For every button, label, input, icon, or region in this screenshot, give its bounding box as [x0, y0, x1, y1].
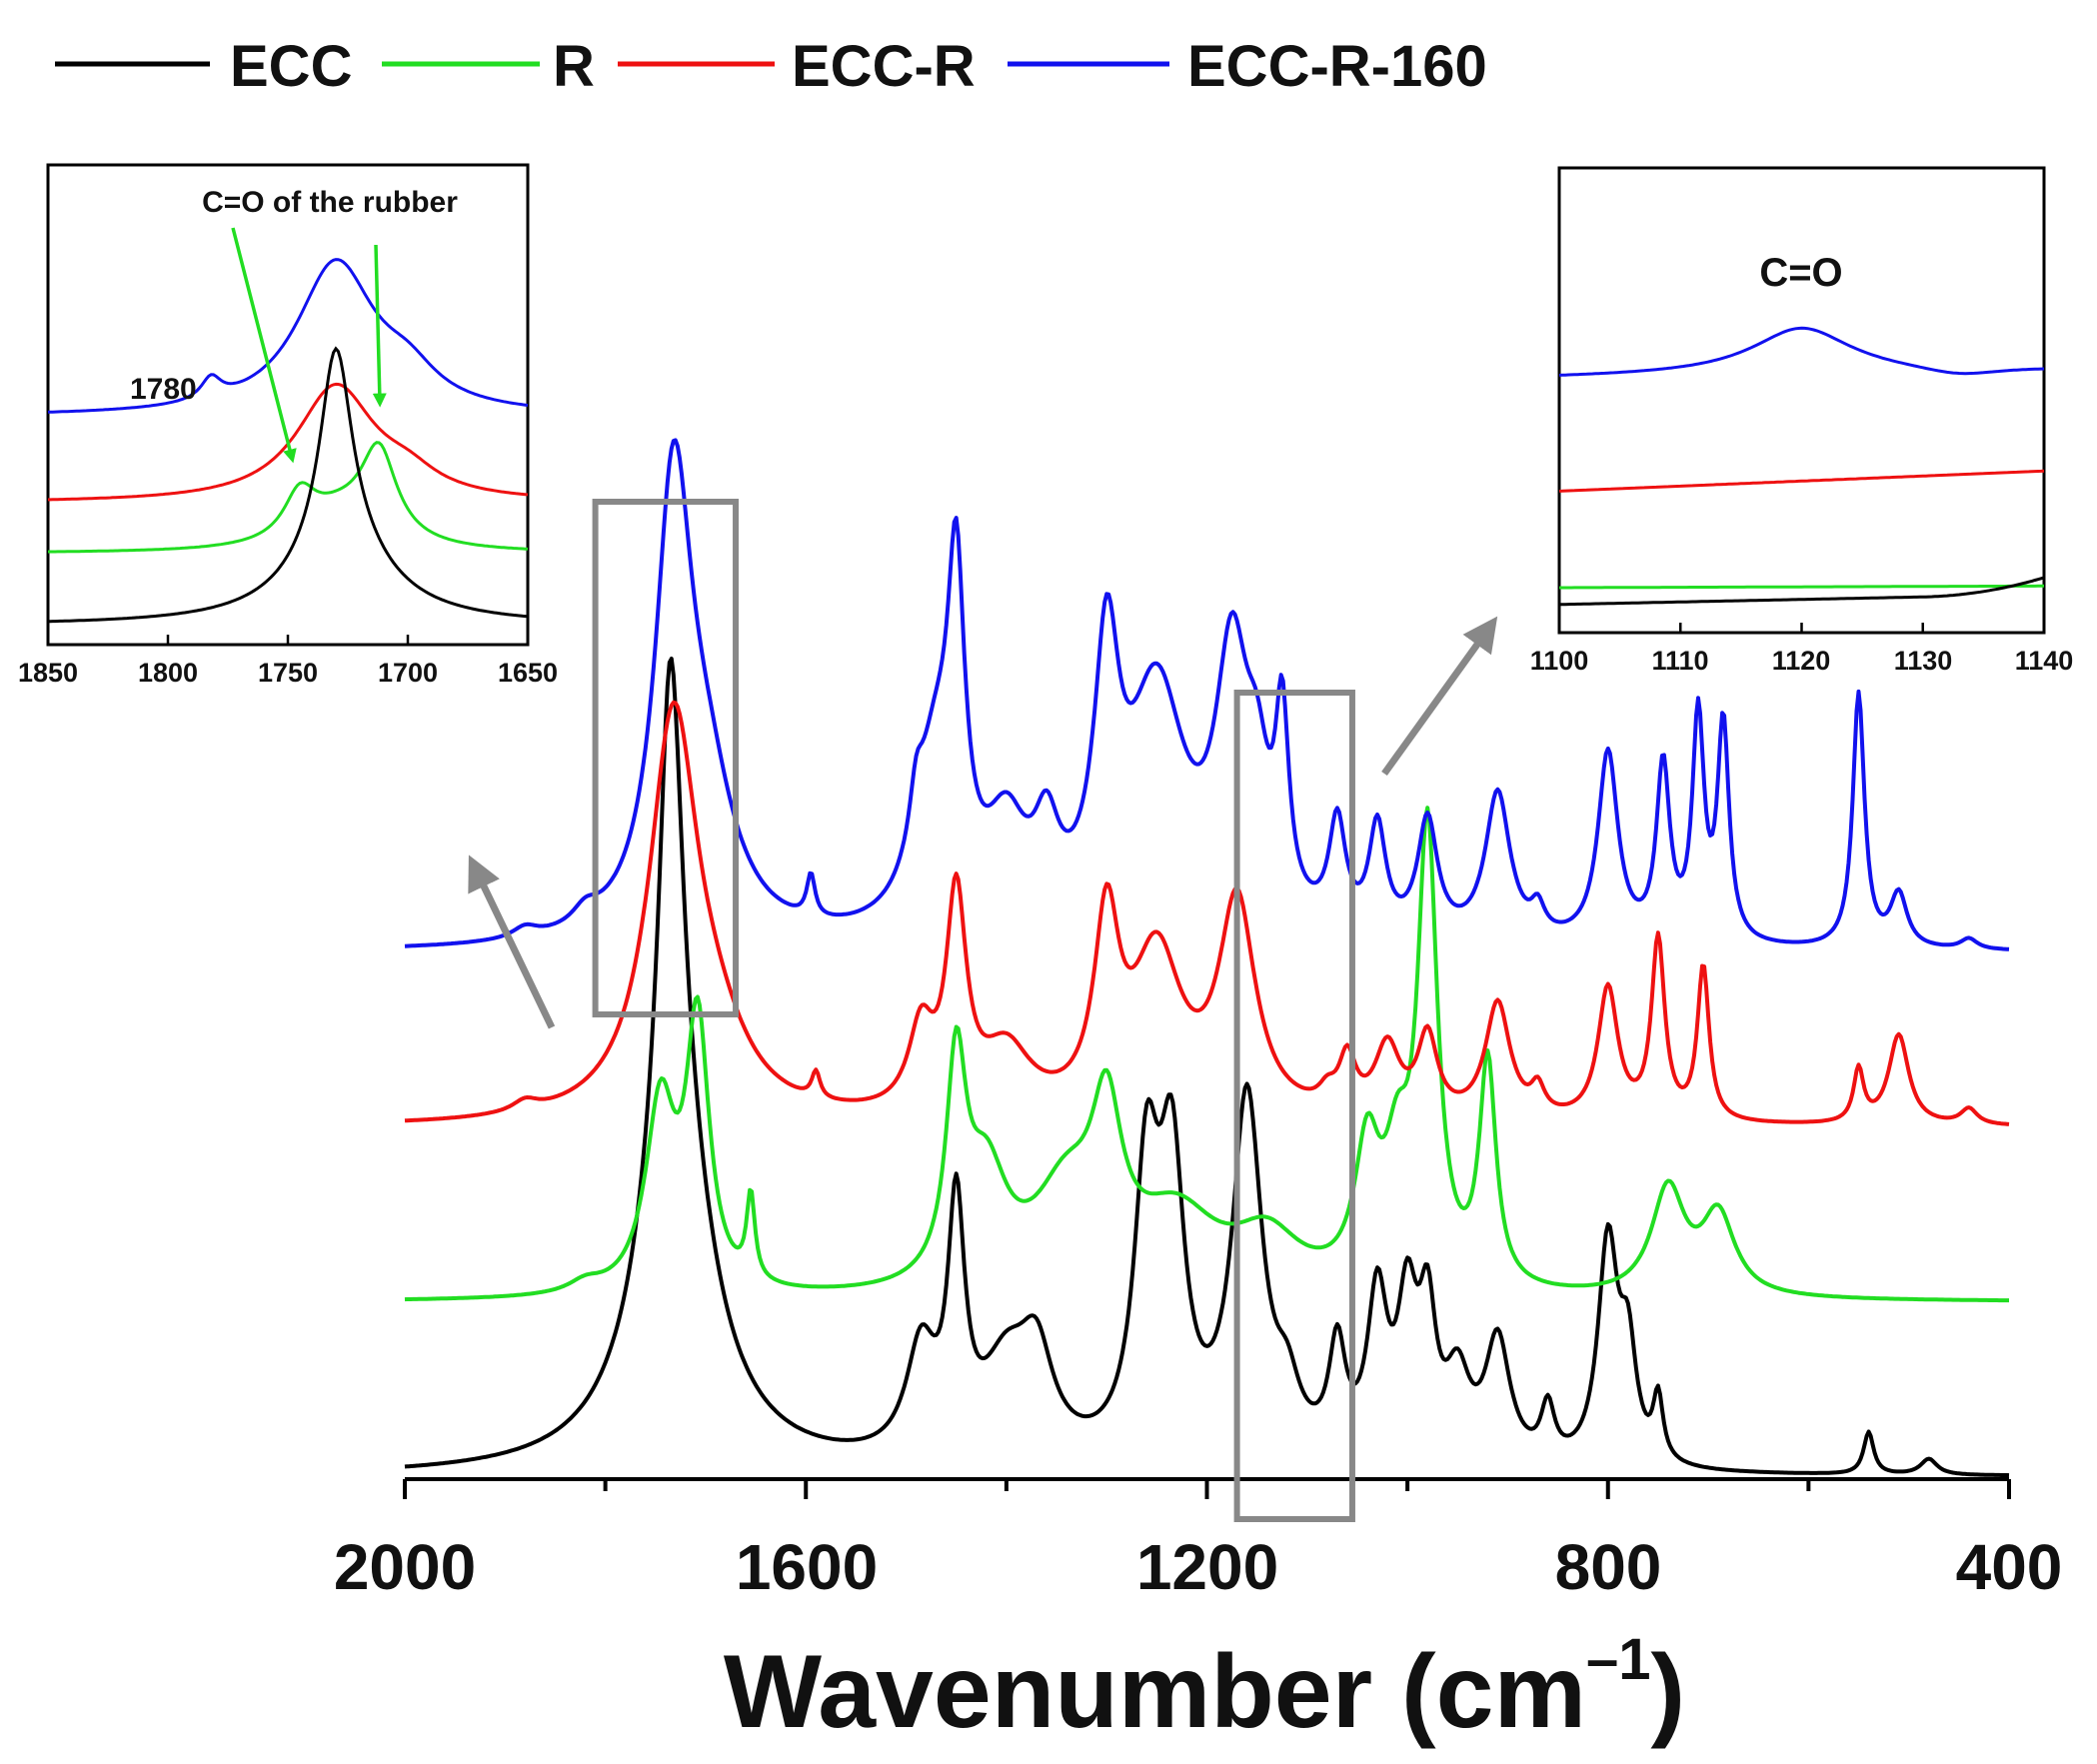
highlight-box-co	[1233, 690, 1355, 1522]
inset-co-frame	[1557, 166, 2046, 635]
inset-co-line-r	[1559, 584, 2044, 590]
arrow-to-left-inset	[468, 855, 556, 1029]
inset-co-tick-1120: 1120	[1772, 646, 1831, 676]
series-line-ecc-r-160	[404, 438, 2010, 951]
series-line-ecc-r	[404, 700, 2010, 1126]
inset-co-line-ecc-r-160	[1558, 326, 2045, 377]
inset-co-ticks	[1557, 623, 2046, 633]
series-line-r	[404, 806, 2009, 1303]
inset-co-tick-1140: 1140	[2015, 646, 2074, 676]
inset-carbonyl-line-ecc-r-160	[47, 258, 529, 414]
green-arrow-right	[372, 244, 387, 408]
inset-carbonyl-tick-1700: 1700	[378, 658, 438, 688]
x-tick-label-1600: 1600	[736, 1531, 878, 1603]
inset-carbonyl-series	[47, 258, 529, 624]
inset-co-tick-1110: 1110	[1651, 646, 1708, 676]
legend: ECC R ECC-R ECC-R-160	[55, 34, 1487, 99]
legend-label-ecc-r-160: ECC-R-160	[1187, 34, 1487, 99]
inset-carbonyl-line-ecc	[47, 346, 529, 624]
series-line-ecc	[404, 657, 2010, 1478]
inset-carbonyl-peak-label: 1780	[130, 373, 197, 406]
legend-label-r: R	[553, 34, 595, 99]
legend-label-ecc-r: ECC-R	[792, 34, 976, 99]
x-axis-title-sup: –1	[1586, 1627, 1651, 1692]
x-tick-label-1200: 1200	[1136, 1531, 1278, 1603]
arrow-to-right-inset	[1381, 616, 1498, 777]
main-series-group	[404, 438, 2010, 1478]
x-tick-label-2000: 2000	[334, 1531, 476, 1603]
main-plot: 2000 1600 1200 800 400 Wavenumber (cm–1)	[334, 438, 2063, 1750]
inset-carbonyl-ticks	[46, 635, 530, 645]
x-axis-title: Wavenumber (cm–1)	[724, 1627, 1685, 1750]
pointer-arrows	[468, 616, 1498, 1029]
inset-co-tick-1100: 1100	[1530, 646, 1589, 676]
legend-label-ecc: ECC	[230, 34, 352, 99]
inset-carbonyl: 1850 1800 1750 1700 1650 C=O of the rubb…	[18, 163, 558, 688]
inset-co-annotation: C=O	[1759, 251, 1842, 295]
x-tick-label-800: 800	[1555, 1531, 1662, 1603]
inset-co-line-ecc-r	[1558, 469, 2045, 493]
inset-carbonyl-annotation: C=O of the rubber	[202, 186, 458, 219]
x-axis-ticks	[403, 1479, 2011, 1499]
inset-co-tick-1130: 1130	[1894, 646, 1953, 676]
x-tick-label-400: 400	[1956, 1531, 2063, 1603]
inset-co-series	[1558, 326, 2045, 607]
green-arrow-left	[231, 227, 297, 464]
inset-carbonyl-tick-1800: 1800	[138, 658, 198, 688]
x-axis-title-text: Wavenumber (cm	[724, 1634, 1586, 1750]
inset-co-line-ecc	[1558, 576, 2045, 607]
inset-carbonyl-line-r	[48, 441, 529, 554]
inset-carbonyl-tick-1650: 1650	[498, 658, 558, 688]
highlight-box-carbonyl	[592, 499, 740, 1017]
inset-co: 1100 1110 1120 1130 1140 C=O	[1530, 166, 2074, 676]
x-axis-title-close: )	[1650, 1634, 1685, 1750]
inset-carbonyl-tick-1850: 1850	[18, 658, 78, 688]
inset-carbonyl-frame	[46, 163, 530, 647]
inset-carbonyl-tick-1750: 1750	[258, 658, 318, 688]
